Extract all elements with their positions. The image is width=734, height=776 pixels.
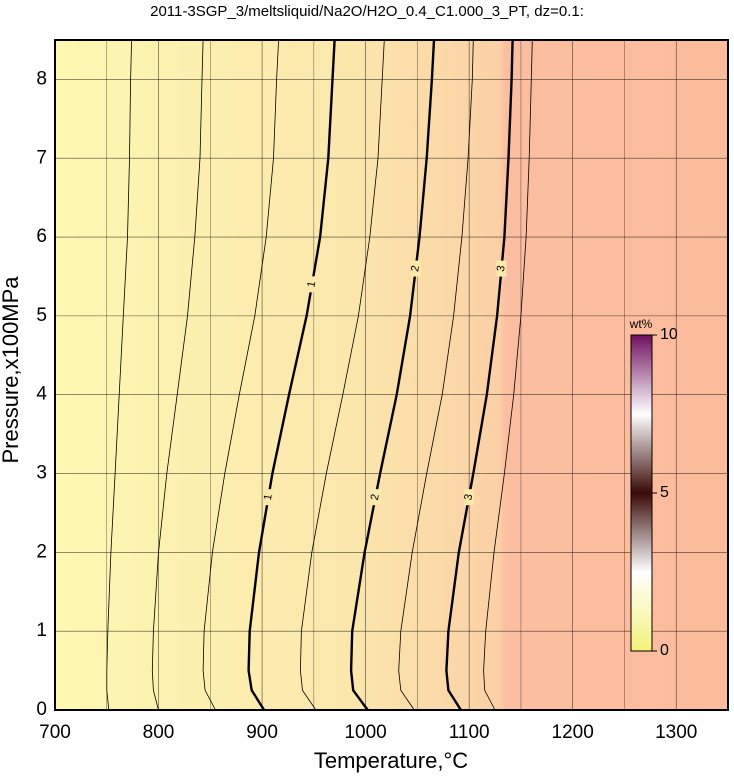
y-tick-label: 8 <box>36 68 47 89</box>
major-contour <box>247 39 336 711</box>
x-tick-label: 700 <box>39 722 71 743</box>
y-tick-label: 7 <box>36 147 47 168</box>
colorbar <box>630 334 653 652</box>
x-tick-label: 1200 <box>552 722 594 743</box>
contour-label-bg <box>263 489 274 506</box>
contour-label-bg <box>410 260 421 277</box>
contour-line <box>483 39 533 711</box>
chart-title: 2011-3SGP_3/meltsliquid/Na2O/H2O_0.4_C1.… <box>150 3 584 20</box>
plot-frame <box>54 39 729 711</box>
y-tick-label: 0 <box>36 699 47 720</box>
contour-label-bg <box>463 489 474 506</box>
contour-line <box>398 39 474 711</box>
colorbar-tick-label: 5 <box>660 484 669 501</box>
x-tick-label: 900 <box>246 722 278 743</box>
plot-background <box>55 40 728 710</box>
contour-line <box>202 39 279 711</box>
y-tick-label: 6 <box>36 226 47 247</box>
major-contour <box>445 39 514 711</box>
y-axis-label: Pressure,x100MPa <box>0 276 23 464</box>
colorbar-tick-label: 0 <box>660 642 669 659</box>
x-tick-label: 1000 <box>344 722 386 743</box>
y-tick-label: 3 <box>36 463 47 484</box>
colorbar-label: wt% <box>629 317 653 331</box>
contour-label: 2 <box>409 265 422 273</box>
contour-line <box>106 39 132 711</box>
colorbar-tick-label: 10 <box>660 326 678 343</box>
y-tick-label: 1 <box>36 620 47 641</box>
contour-label-bg <box>496 260 507 277</box>
contour-label-bg <box>306 276 317 293</box>
x-tick-label: 1100 <box>449 722 490 743</box>
contour-label-bg <box>370 489 381 506</box>
x-tick-label: 1300 <box>655 722 697 743</box>
y-tick-label: 2 <box>36 541 47 562</box>
contour-label: 2 <box>369 493 382 501</box>
contour-label: 1 <box>262 493 275 501</box>
contour-label: 1 <box>305 280 318 288</box>
contour-label: 3 <box>462 493 475 501</box>
y-tick-label: 4 <box>36 384 47 405</box>
x-axis-label: Temperature,°C <box>314 748 468 773</box>
contour-line <box>299 39 385 711</box>
major-contour <box>349 39 436 711</box>
x-tick-label: 800 <box>143 722 175 743</box>
contour-label: 3 <box>495 265 508 273</box>
y-tick-label: 5 <box>36 305 47 326</box>
contour-line <box>151 39 204 711</box>
